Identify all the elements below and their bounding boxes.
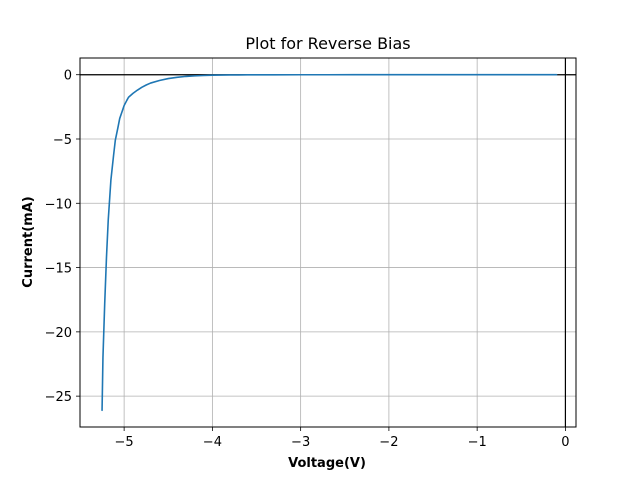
x-tick-label: −2 bbox=[379, 435, 398, 450]
y-axis-label: Current(mA) bbox=[21, 196, 36, 287]
y-tick-label: −25 bbox=[45, 390, 72, 405]
series-group bbox=[101, 73, 558, 412]
y-tick-label: −20 bbox=[45, 326, 72, 341]
x-axis-ticks: −5 −4 −3 −2 −1 0 bbox=[115, 427, 570, 450]
y-tick-label: −15 bbox=[45, 262, 72, 277]
series-line bbox=[101, 73, 558, 412]
y-tick-label: −10 bbox=[45, 197, 72, 212]
plot-frame bbox=[79, 57, 577, 428]
x-tick-label: −4 bbox=[203, 435, 222, 450]
x-tick-label: −1 bbox=[468, 435, 487, 450]
y-tick-label: −5 bbox=[53, 133, 72, 148]
chart-title: Plot for Reverse Bias bbox=[245, 34, 410, 53]
y-axis-ticks: 0 −5 −10 −15 −20 −25 bbox=[45, 69, 80, 405]
plot-area bbox=[80, 58, 576, 427]
x-axis-label: Voltage(V) bbox=[288, 456, 366, 471]
x-tick-label: −5 bbox=[115, 435, 134, 450]
grid-lines bbox=[80, 58, 576, 427]
x-tick-label: 0 bbox=[561, 435, 569, 450]
y-tick-label: 0 bbox=[64, 69, 72, 84]
x-tick-label: −3 bbox=[291, 435, 310, 450]
